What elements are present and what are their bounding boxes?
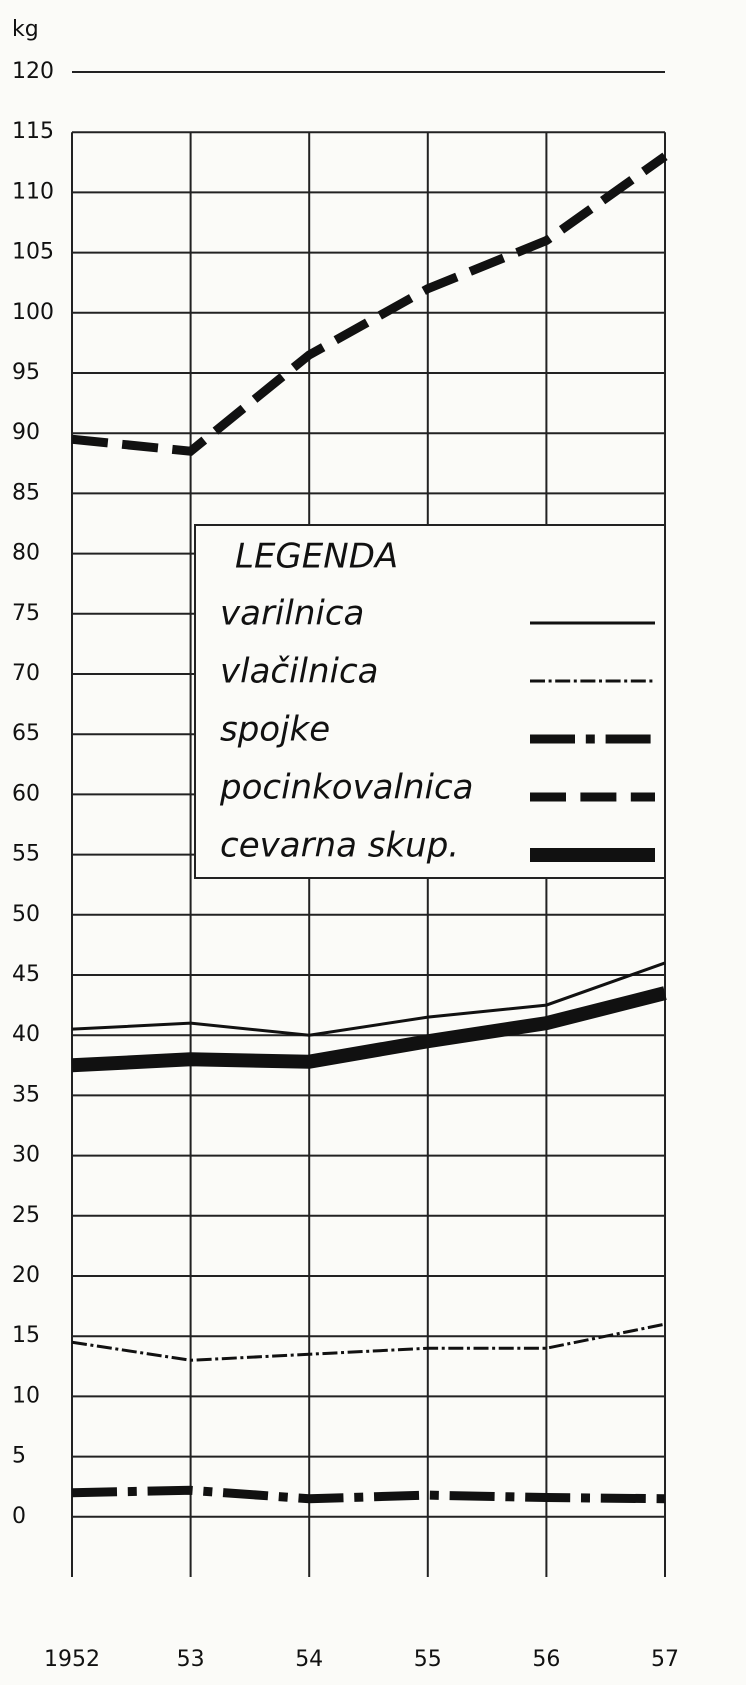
- y-tick-label: 85: [12, 480, 40, 505]
- y-tick-label: 40: [12, 1022, 40, 1047]
- x-tick-label: 1952: [44, 1647, 100, 1672]
- x-tick-label: 55: [414, 1647, 442, 1672]
- y-tick-label: 45: [12, 962, 40, 987]
- series-line: [71, 986, 667, 1073]
- y-tick-label: 25: [12, 1203, 40, 1228]
- series-line: [71, 961, 666, 1037]
- legend-label: vlačilnica: [220, 652, 379, 692]
- y-tick-label: 50: [12, 902, 40, 927]
- legend-label: cevarna skup.: [220, 826, 459, 866]
- y-tick-label: 100: [12, 300, 54, 325]
- y-tick-label: 60: [12, 781, 40, 806]
- legend-label: pocinkovalnica: [219, 768, 474, 808]
- y-tick-label: 20: [12, 1263, 40, 1288]
- series-line: [71, 152, 668, 456]
- y-tick-label: 30: [12, 1143, 40, 1168]
- y-tick-label: 95: [12, 360, 40, 385]
- y-tick-label: 105: [12, 240, 54, 265]
- y-axis-label: kg: [12, 17, 39, 42]
- y-tick-label: 90: [12, 420, 40, 445]
- x-tick-label: 56: [532, 1647, 560, 1672]
- y-tick-label: 110: [12, 179, 54, 204]
- legend-label: spojke: [220, 710, 330, 750]
- y-tick-label: 10: [12, 1383, 40, 1408]
- y-tick-label: 120: [12, 59, 54, 84]
- y-tick-label: 5: [12, 1444, 26, 1469]
- series-line: [71, 1322, 666, 1362]
- x-tick-label: 53: [177, 1647, 205, 1672]
- y-tick-label: 75: [12, 601, 40, 626]
- y-tick-label: 65: [12, 721, 40, 746]
- y-tick-label: 55: [12, 842, 40, 867]
- y-tick-label: 80: [12, 541, 40, 566]
- y-tick-label: 35: [12, 1082, 40, 1107]
- legend-label: varilnica: [220, 594, 364, 634]
- y-tick-label: 0: [12, 1504, 26, 1529]
- x-tick-label: 57: [651, 1647, 679, 1672]
- y-tick-label: 70: [12, 661, 40, 686]
- y-tick-label: 15: [12, 1323, 40, 1348]
- series-line: [71, 1485, 666, 1504]
- y-tick-label: 115: [12, 119, 54, 144]
- legend-box: [194, 524, 666, 879]
- legend-title: LEGENDA: [235, 537, 398, 577]
- x-tick-label: 54: [295, 1647, 323, 1672]
